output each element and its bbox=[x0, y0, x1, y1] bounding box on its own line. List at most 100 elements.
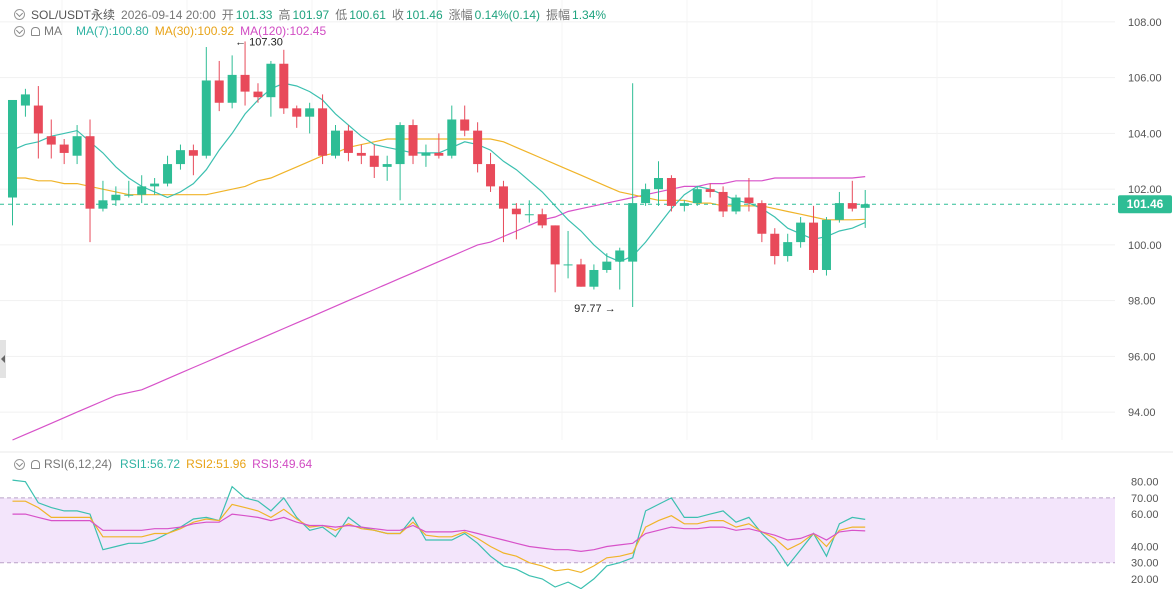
amplitude-value: 1.34% bbox=[572, 7, 607, 22]
candle-body bbox=[279, 63, 289, 109]
ma30-value: MA(30):100.92 bbox=[154, 24, 235, 38]
rsi2-value: RSI2:51.96 bbox=[186, 457, 247, 471]
price-tick-label: 108.00 bbox=[1128, 17, 1162, 29]
candle bbox=[331, 125, 340, 159]
candle bbox=[692, 186, 702, 206]
candle-body bbox=[757, 203, 767, 234]
rsi-tick-label: 30.00 bbox=[1131, 558, 1159, 570]
candle bbox=[654, 161, 663, 206]
ma120-value: MA(120):102.45 bbox=[240, 24, 327, 38]
candle bbox=[498, 180, 508, 243]
low-value: 100.61 bbox=[349, 7, 386, 22]
candle bbox=[201, 47, 211, 159]
candle-body bbox=[382, 164, 392, 167]
candle bbox=[847, 180, 857, 212]
candle-body bbox=[305, 108, 315, 117]
candle-body bbox=[266, 63, 276, 98]
candle-body bbox=[356, 152, 366, 156]
candle-body bbox=[705, 189, 715, 192]
candle bbox=[150, 178, 160, 195]
rsi-tick-label: 40.00 bbox=[1131, 542, 1159, 554]
symbol-label[interactable]: SOL/USDT永续 bbox=[31, 8, 116, 22]
bell-icon[interactable] bbox=[31, 459, 40, 469]
candle-body bbox=[473, 130, 483, 165]
candle-body bbox=[20, 94, 30, 106]
price-tick-label: 94.00 bbox=[1128, 407, 1156, 419]
candle-body bbox=[343, 130, 353, 153]
candle-body bbox=[46, 136, 56, 145]
candle bbox=[382, 155, 392, 181]
last-price-tag-label: 101.46 bbox=[1127, 197, 1164, 211]
candle bbox=[821, 217, 831, 276]
datetime-label: 2026-09-14 20:00 bbox=[121, 7, 216, 22]
collapse-icon[interactable] bbox=[14, 25, 25, 37]
price-tick-label: 104.00 bbox=[1128, 128, 1162, 140]
candle-body bbox=[124, 194, 134, 196]
candle bbox=[98, 180, 108, 212]
high-value: 101.97 bbox=[292, 7, 330, 22]
candle-body bbox=[421, 152, 431, 156]
candle bbox=[343, 125, 353, 162]
candle bbox=[576, 258, 586, 287]
candle bbox=[20, 88, 30, 117]
candle-body bbox=[511, 208, 521, 215]
candle bbox=[563, 230, 573, 279]
candle-body bbox=[85, 136, 95, 209]
candle-body bbox=[692, 189, 702, 204]
price-tick-label: 100.00 bbox=[1128, 240, 1162, 252]
candle bbox=[279, 49, 289, 114]
candle-body bbox=[240, 74, 250, 92]
candle-body bbox=[860, 204, 870, 208]
rsi-tick-label: 20.00 bbox=[1131, 574, 1159, 586]
candle bbox=[318, 94, 328, 165]
open-label: 开 bbox=[221, 8, 234, 22]
collapse-panel-handle[interactable] bbox=[0, 340, 6, 378]
candle bbox=[796, 217, 806, 248]
candle-body bbox=[821, 219, 831, 270]
candle-body bbox=[563, 264, 573, 266]
candle-body bbox=[98, 200, 108, 209]
price-annotations: ← 107.30 97.77 → 101.46 bbox=[235, 36, 1172, 315]
candle-body bbox=[253, 91, 263, 98]
collapse-icon[interactable] bbox=[14, 458, 25, 470]
price-tick-label: 102.00 bbox=[1128, 184, 1162, 196]
candle-body bbox=[847, 203, 857, 209]
candle bbox=[460, 105, 470, 137]
candlestick-series[interactable] bbox=[8, 41, 870, 308]
candle bbox=[408, 119, 418, 165]
change-label: 涨幅 bbox=[448, 8, 473, 22]
candle-body bbox=[447, 119, 457, 156]
candle bbox=[188, 144, 198, 176]
grid-lines bbox=[0, 0, 1173, 453]
candle-body bbox=[498, 186, 508, 209]
rsi-tick-label: 80.00 bbox=[1131, 477, 1159, 489]
candle-body bbox=[163, 164, 173, 184]
collapse-icon[interactable] bbox=[14, 9, 25, 20]
candle bbox=[59, 138, 69, 165]
candle bbox=[447, 105, 457, 159]
candle-body bbox=[369, 155, 379, 167]
candle bbox=[860, 189, 870, 228]
bell-icon[interactable] bbox=[31, 26, 40, 36]
candle bbox=[434, 133, 444, 159]
candle bbox=[111, 186, 121, 206]
ma-indicator-label[interactable]: MA bbox=[44, 24, 62, 38]
candle-body bbox=[602, 261, 612, 270]
ma120-line bbox=[12, 176, 866, 441]
low-price-annotation: 97.77 → bbox=[574, 303, 616, 315]
rsi1-value: RSI1:56.72 bbox=[120, 457, 181, 471]
rsi1-line bbox=[12, 479, 866, 589]
candle bbox=[641, 183, 651, 206]
rsi-indicator-label[interactable]: RSI(6,12,24) bbox=[44, 457, 113, 471]
candle bbox=[770, 228, 780, 265]
ma7-value: MA(7):100.80 bbox=[76, 24, 149, 38]
candle-body bbox=[331, 130, 340, 156]
candle bbox=[227, 55, 237, 109]
candle-body bbox=[227, 74, 237, 103]
candle-body bbox=[809, 222, 819, 270]
change-value: 0.14%(0.14) bbox=[474, 7, 541, 22]
candle bbox=[137, 175, 147, 204]
close-label: 收 bbox=[391, 8, 404, 22]
candle-body bbox=[576, 264, 586, 287]
candle bbox=[253, 83, 263, 103]
